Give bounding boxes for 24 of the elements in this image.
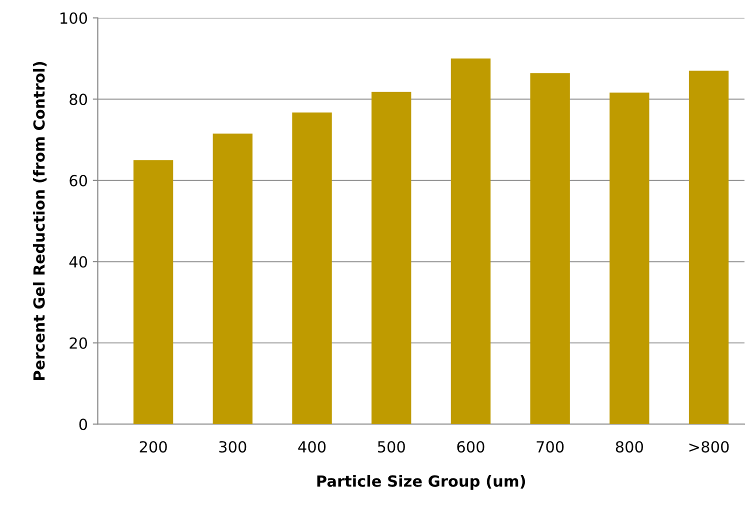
x-axis-title: Particle Size Group (um)	[317, 475, 526, 490]
y-tick-label: 0	[79, 418, 88, 430]
x-tick-label: 700	[536, 441, 564, 453]
y-tick-label: 40	[69, 256, 88, 268]
x-tick-label: 500	[378, 441, 405, 453]
x-tick-label: 800	[616, 441, 643, 453]
y-tick-label: 100	[60, 12, 88, 24]
bar	[292, 112, 332, 424]
bar	[530, 73, 570, 424]
x-tick-label: 600	[457, 441, 484, 453]
bar	[688, 70, 729, 424]
x-tick-label: 200	[140, 441, 167, 453]
x-tick-label: 400	[298, 441, 326, 453]
bar	[133, 160, 174, 424]
x-tick-label: >800	[689, 441, 729, 453]
y-axis-title: Percent Gel Reduction (from Control)	[32, 62, 47, 380]
y-tick-label: 20	[70, 337, 88, 349]
bar	[450, 58, 491, 424]
bar	[212, 134, 252, 424]
bar	[610, 92, 650, 424]
y-tick-label: 80	[70, 94, 88, 106]
bar	[372, 92, 412, 424]
y-tick-label: 60	[70, 174, 88, 186]
x-tick-label: 300	[219, 441, 246, 453]
